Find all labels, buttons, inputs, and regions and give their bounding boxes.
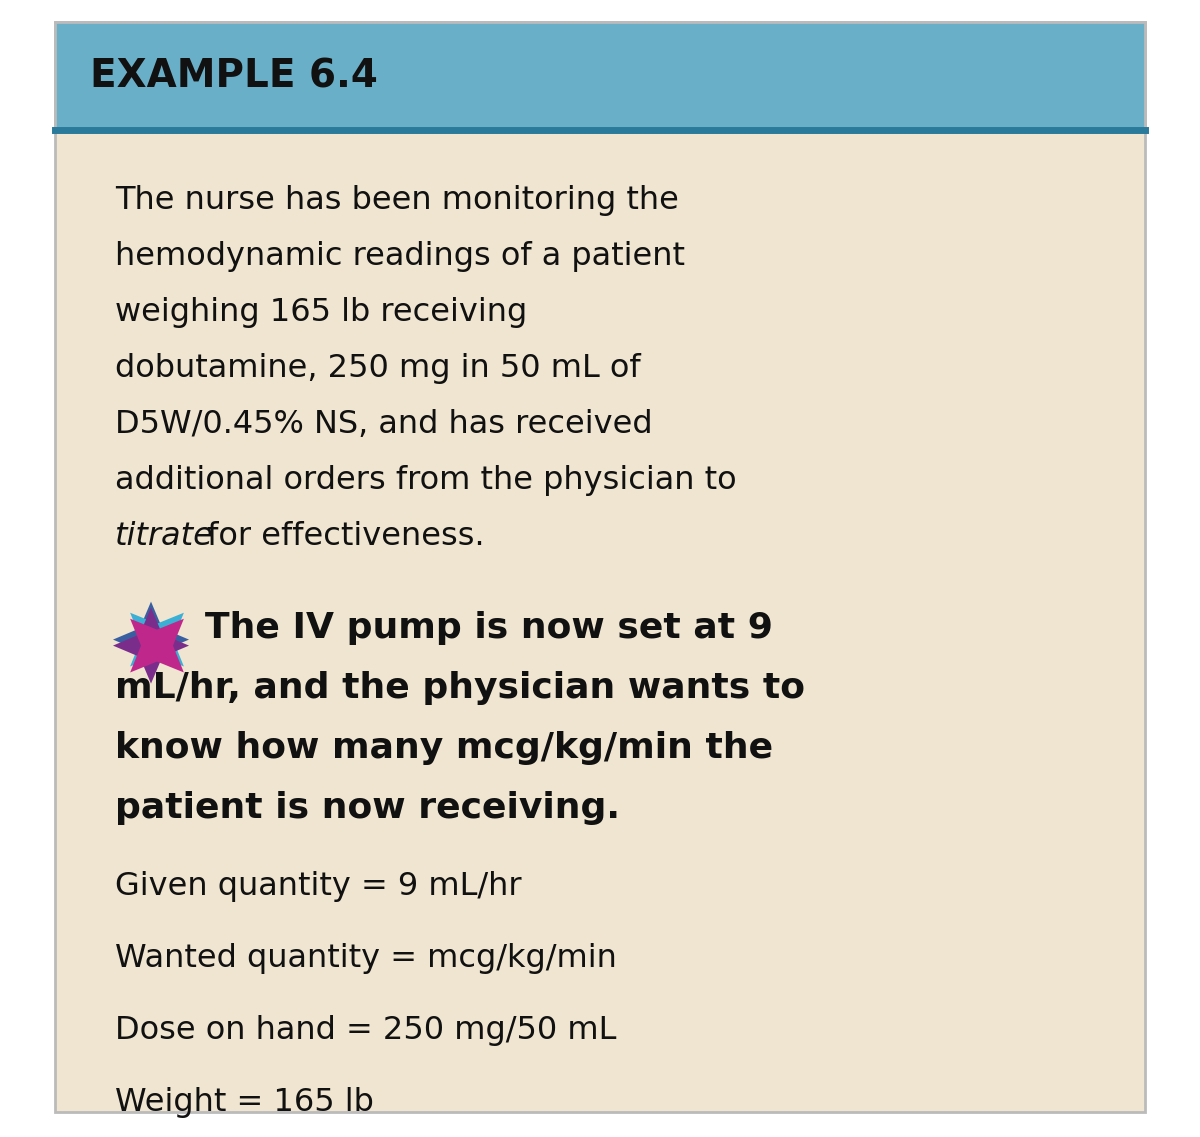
Text: weighing 165 lb receiving: weighing 165 lb receiving <box>115 297 527 327</box>
FancyBboxPatch shape <box>55 22 1145 130</box>
Text: EXAMPLE 6.4: EXAMPLE 6.4 <box>90 57 378 96</box>
Polygon shape <box>130 619 184 672</box>
Text: hemodynamic readings of a patient: hemodynamic readings of a patient <box>115 241 685 272</box>
Polygon shape <box>130 613 184 666</box>
Text: Weight = 165 lb: Weight = 165 lb <box>115 1087 374 1118</box>
Text: for effectiveness.: for effectiveness. <box>197 521 485 551</box>
Text: titrate: titrate <box>115 521 214 551</box>
Text: patient is now receiving.: patient is now receiving. <box>115 790 620 824</box>
Text: Wanted quantity = mcg/kg/min: Wanted quantity = mcg/kg/min <box>115 943 617 973</box>
Text: Given quantity = 9 mL/hr: Given quantity = 9 mL/hr <box>115 871 522 902</box>
Text: The nurse has been monitoring the: The nurse has been monitoring the <box>115 185 679 216</box>
Text: Dose on hand = 250 mg/50 mL: Dose on hand = 250 mg/50 mL <box>115 1014 617 1046</box>
Polygon shape <box>113 601 190 678</box>
Polygon shape <box>113 607 190 683</box>
Text: dobutamine, 250 mg in 50 mL of: dobutamine, 250 mg in 50 mL of <box>115 352 641 384</box>
Text: additional orders from the physician to: additional orders from the physician to <box>115 465 737 496</box>
Text: mL/hr, and the physician wants to: mL/hr, and the physician wants to <box>115 671 805 705</box>
Text: know how many mcg/kg/min the: know how many mcg/kg/min the <box>115 731 773 764</box>
Text: The IV pump is now set at 9: The IV pump is now set at 9 <box>205 611 773 645</box>
Text: D5W/0.45% NS, and has received: D5W/0.45% NS, and has received <box>115 409 653 440</box>
FancyBboxPatch shape <box>55 22 1145 1112</box>
